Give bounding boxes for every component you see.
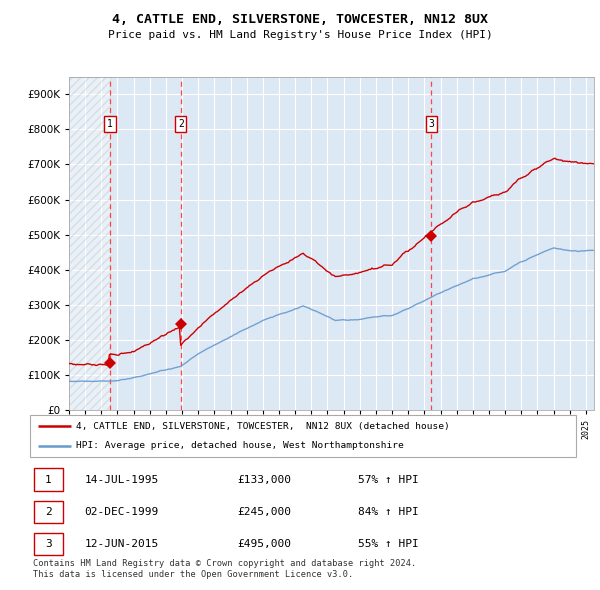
Text: 4, CATTLE END, SILVERSTONE, TOWCESTER, NN12 8UX: 4, CATTLE END, SILVERSTONE, TOWCESTER, N… bbox=[112, 13, 488, 26]
Text: 84% ↑ HPI: 84% ↑ HPI bbox=[358, 507, 418, 517]
Bar bbox=[34, 533, 63, 555]
Bar bbox=[69, 77, 110, 410]
Text: Price paid vs. HM Land Registry's House Price Index (HPI): Price paid vs. HM Land Registry's House … bbox=[107, 30, 493, 40]
Text: 3: 3 bbox=[45, 539, 52, 549]
Text: 2: 2 bbox=[45, 507, 52, 517]
Text: 57% ↑ HPI: 57% ↑ HPI bbox=[358, 475, 418, 484]
Text: £245,000: £245,000 bbox=[238, 507, 292, 517]
Bar bbox=[34, 500, 63, 523]
Text: 02-DEC-1999: 02-DEC-1999 bbox=[85, 507, 159, 517]
Text: 55% ↑ HPI: 55% ↑ HPI bbox=[358, 539, 418, 549]
Text: £495,000: £495,000 bbox=[238, 539, 292, 549]
Text: This data is licensed under the Open Government Licence v3.0.: This data is licensed under the Open Gov… bbox=[33, 571, 353, 579]
Bar bbox=[34, 468, 63, 491]
Text: 4, CATTLE END, SILVERSTONE, TOWCESTER,  NN12 8UX (detached house): 4, CATTLE END, SILVERSTONE, TOWCESTER, N… bbox=[76, 422, 450, 431]
Text: 12-JUN-2015: 12-JUN-2015 bbox=[85, 539, 159, 549]
Text: HPI: Average price, detached house, West Northamptonshire: HPI: Average price, detached house, West… bbox=[76, 441, 404, 450]
Text: 3: 3 bbox=[428, 119, 434, 129]
Text: £133,000: £133,000 bbox=[238, 475, 292, 484]
Text: 2: 2 bbox=[178, 119, 184, 129]
Text: Contains HM Land Registry data © Crown copyright and database right 2024.: Contains HM Land Registry data © Crown c… bbox=[33, 559, 416, 568]
Text: 1: 1 bbox=[45, 475, 52, 484]
Text: 14-JUL-1995: 14-JUL-1995 bbox=[85, 475, 159, 484]
Text: 1: 1 bbox=[107, 119, 113, 129]
